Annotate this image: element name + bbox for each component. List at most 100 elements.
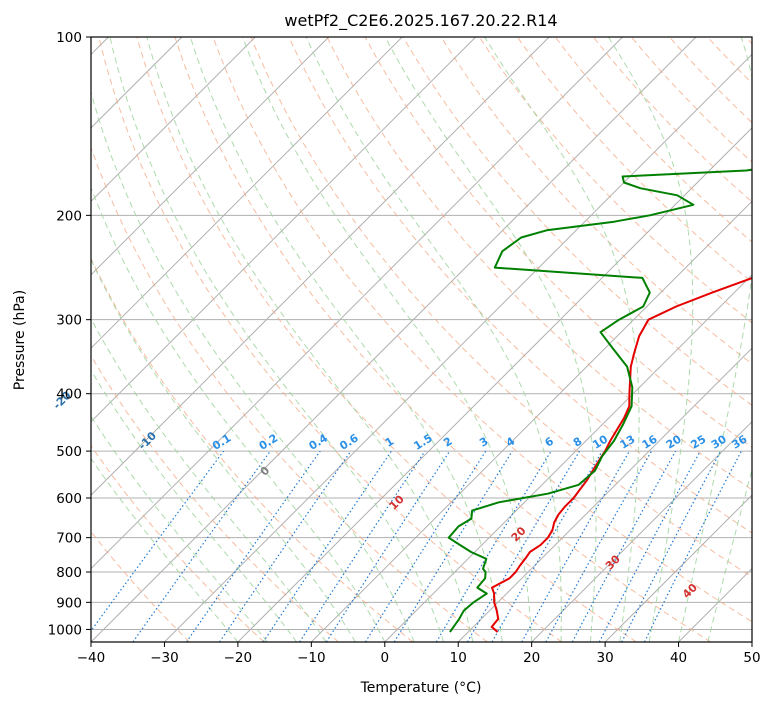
dry-adiabat-line (669, 37, 752, 124)
temperature-profile-line (490, 277, 752, 633)
y-tick-label: 100 (56, 30, 82, 46)
mixing-ratio-label: 0.2 (257, 431, 280, 452)
moist-adiabat-line (91, 369, 297, 642)
isotherm-line (91, 37, 697, 642)
mixing-ratio-label: 3 (477, 435, 490, 450)
moist-adiabat-line (91, 186, 386, 642)
dry-adiabat-line (326, 37, 752, 491)
mixing-ratio-line (393, 450, 513, 642)
isotherm-line (91, 37, 623, 570)
reference-lines (91, 37, 752, 642)
isotherm-line (678, 567, 752, 642)
mixing-ratio-line (325, 450, 451, 642)
dry-adiabat-line (440, 37, 752, 365)
dry-adiabat-line (174, 37, 712, 642)
mixing-ratio-line (186, 450, 321, 642)
y-tick-label: 800 (56, 565, 82, 581)
moist-adiabat-line (91, 90, 415, 642)
mixing-ratio-line (91, 450, 225, 632)
dry-adiabat-line (593, 37, 752, 203)
dry-adiabat-line (250, 37, 752, 578)
dry-adiabat-line (212, 37, 752, 623)
dry-adiabat-line (707, 37, 752, 84)
mixing-ratio-label: 13 (618, 433, 638, 452)
dry-adiabat-line (91, 444, 265, 642)
moist-adiabat-line (91, 258, 356, 642)
mixing-ratio-line (364, 450, 487, 642)
isotherm-line (91, 37, 330, 276)
moist-adiabat-line (678, 37, 752, 642)
dry-adiabat-line (91, 146, 488, 642)
moist-adiabat-line (91, 415, 268, 642)
y-tick-label: 1000 (48, 622, 82, 638)
isotherm-line (531, 420, 752, 642)
dry-adiabat-line (288, 37, 752, 534)
mixing-ratio-line (435, 450, 552, 642)
mixing-ratio-line (219, 450, 352, 642)
mixing-ratio-line (299, 450, 426, 642)
moist-adiabat-line (384, 37, 597, 642)
mixing-ratio-label: 1 (383, 435, 396, 450)
x-tick-label: −40 (77, 650, 106, 666)
chart-title: wetPf2_C2E6.2025.167.20.22.R14 (284, 11, 557, 31)
x-tick-label: −20 (224, 650, 253, 666)
grid-lines (91, 37, 752, 642)
mixing-ratio-label: 36 (730, 432, 750, 451)
mixing-ratio-label: 1.5 (411, 431, 434, 452)
dry-adiabat-line (91, 354, 339, 642)
mixing-ratio-line (545, 450, 653, 642)
dry-adiabat-line (364, 37, 752, 448)
mixing-ratio-line (643, 450, 742, 642)
mixing-ratio-label: 6 (543, 434, 557, 449)
reference-line-labels: 0.10.20.40.611.52346810131620253036-100-… (51, 389, 750, 601)
isotherm-line (91, 37, 477, 423)
dry-adiabat-line (402, 37, 752, 406)
y-tick-label: 900 (56, 595, 82, 611)
x-tick-label: −30 (150, 650, 179, 666)
moist-adiabat-line (484, 37, 640, 642)
isotherm-line (384, 274, 752, 642)
dry-adiabat-line (136, 37, 637, 642)
mixing-ratio-line (521, 450, 630, 642)
moist-adiabat-line (707, 467, 752, 642)
dry-adiabat-line (745, 37, 752, 45)
isotherm-line (91, 37, 403, 349)
x-tick-label: 50 (743, 650, 760, 666)
y-axis-label: Pressure (hPa) (12, 290, 28, 390)
isotherm-line (604, 494, 752, 642)
x-tick-label: −10 (297, 650, 326, 666)
dry-adiabat-line (98, 37, 563, 642)
mixing-ratio-label: 30 (709, 432, 729, 451)
x-tick-label: 0 (380, 650, 389, 666)
sounding-profiles (447, 168, 752, 633)
moist-adiabat-label: 40 (680, 581, 700, 601)
moist-adiabat-line (189, 37, 503, 642)
moist-adiabat-label: 10 (387, 492, 407, 512)
mixing-ratio-line (571, 450, 677, 642)
moist-adiabat-label: 30 (603, 552, 623, 572)
mixing-ratio-label: 8 (571, 435, 584, 450)
mixing-ratio-line (466, 450, 581, 642)
y-tick-label: 300 (56, 313, 82, 329)
mixing-ratio-line (262, 450, 392, 642)
y-tick-label: 600 (56, 491, 82, 507)
isotherm-line (91, 37, 550, 496)
moist-adiabat-line (91, 317, 327, 642)
isotherm-line (310, 200, 752, 642)
dry-adiabat-line (91, 530, 190, 642)
y-tick-label: 200 (56, 208, 82, 224)
x-tick-label: 30 (597, 650, 614, 666)
isotherm-line (751, 641, 752, 642)
moist-adiabat-label: 0 (258, 464, 273, 479)
x-tick-label: 20 (523, 650, 540, 666)
dry-adiabat-line (91, 257, 414, 642)
x-tick-label: 40 (670, 650, 687, 666)
isotherm-line (164, 53, 752, 642)
isotherm-line (457, 347, 752, 642)
mixing-ratio-label: 0.1 (210, 431, 233, 452)
moist-adiabat-line (146, 37, 474, 642)
mixing-ratio-line (598, 450, 701, 642)
y-tick-label: 700 (56, 531, 82, 547)
mixing-ratio-line (132, 450, 271, 642)
moist-adiabat-line (607, 37, 694, 642)
